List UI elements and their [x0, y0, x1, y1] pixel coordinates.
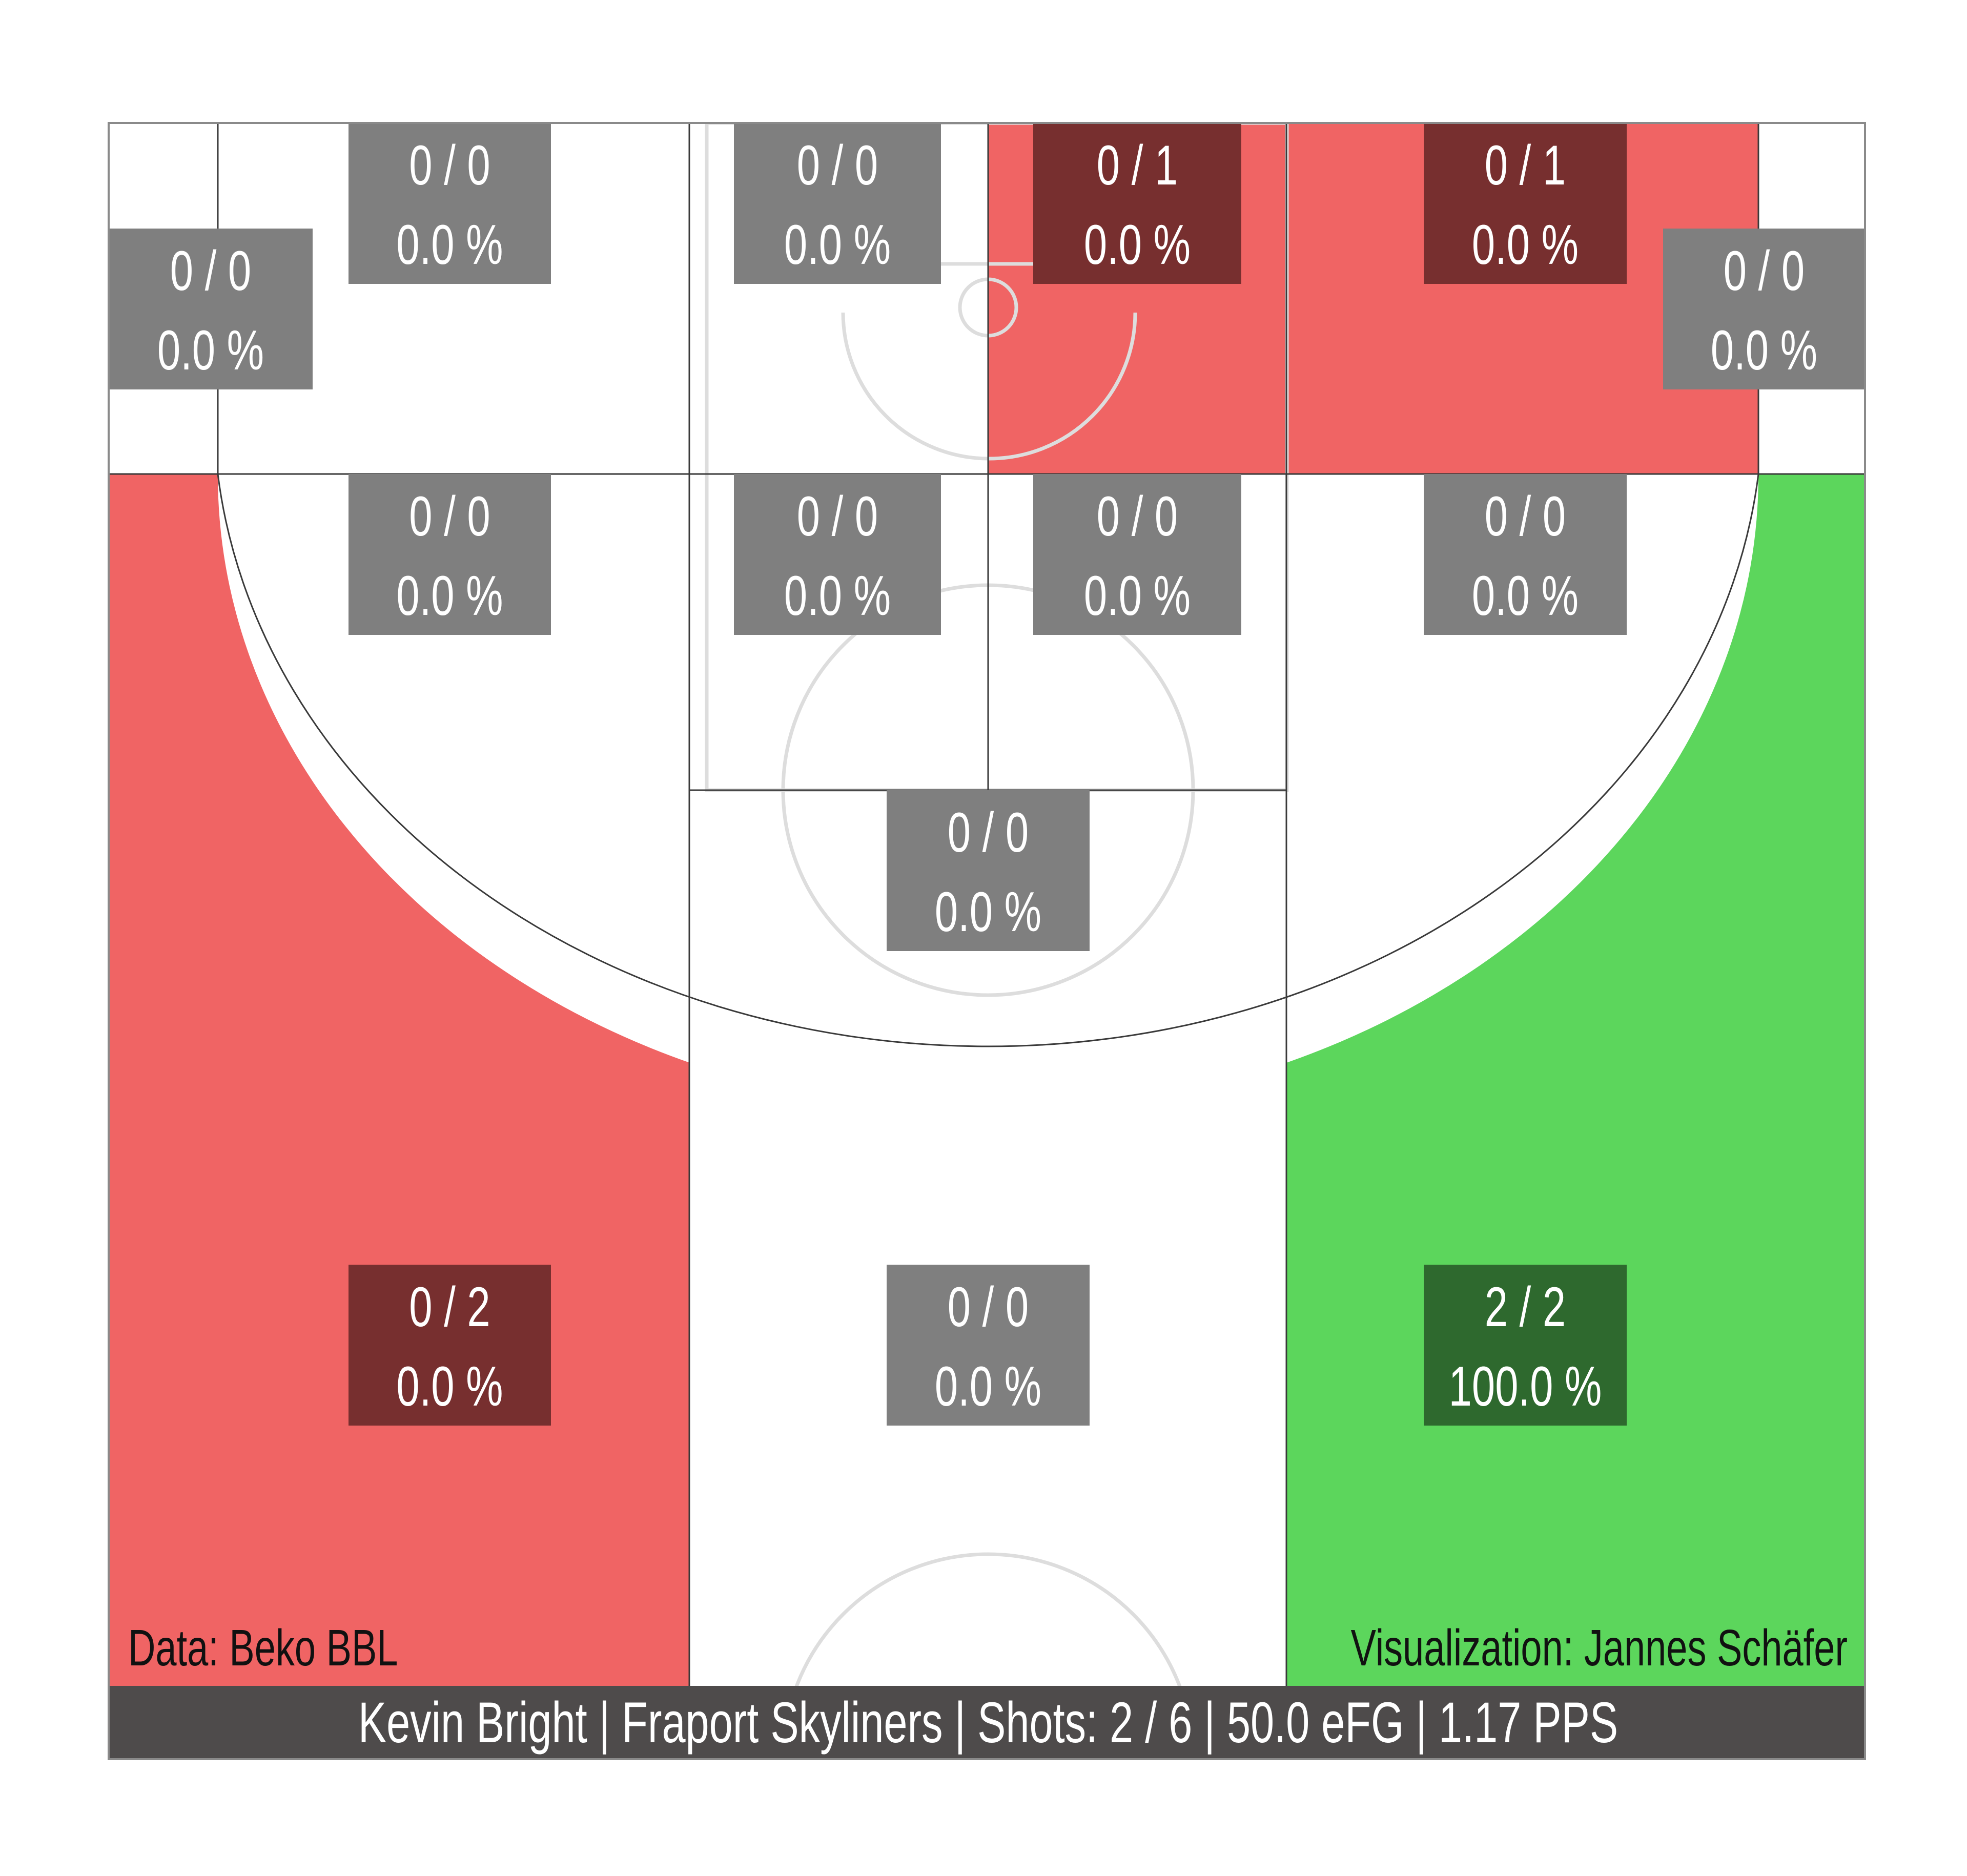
zone-percentage: 0.0 % [784, 564, 891, 627]
zone-label-paint-right-baseline: 0 / 1 0.0 % [1033, 123, 1241, 284]
chart-footer: Data: Beko BBL Visualization: Jannes Sch… [109, 1619, 1865, 1759]
zone-labels: 0 / 0 0.0 % 0 / 0 0.0 % 0 / 0 0.0 % 0 / 1 0.0 %… [109, 123, 1865, 1426]
zone-label-paint-left-upper: 0 / 0 0.0 % [734, 474, 941, 635]
zone-label-three-left-wing: 0 / 2 0.0 % [349, 1265, 551, 1426]
zone-label-mid-right-baseline: 0 / 1 0.0 % [1424, 123, 1627, 284]
zone-percentage: 0.0 % [1084, 213, 1191, 276]
zone-percentage: 0.0 % [157, 318, 264, 382]
zone-label-box [349, 1265, 551, 1426]
zone-mid-right-wing [1286, 474, 1759, 1063]
zone-percentage: 0.0 % [396, 564, 503, 627]
zone-label-mid-top: 0 / 0 0.0 % [887, 790, 1090, 951]
zone-made-attempts: 0 / 0 [797, 133, 878, 197]
zone-made-attempts: 0 / 1 [1097, 133, 1178, 197]
zone-label-box [1424, 1265, 1627, 1426]
zone-made-attempts: 0 / 0 [170, 239, 251, 302]
zone-label-paint-right-upper: 0 / 0 0.0 % [1033, 474, 1241, 635]
zone-label-corner-right: 0 / 0 0.0 % [1663, 229, 1865, 389]
zone-percentage: 0.0 % [935, 1354, 1041, 1418]
zone-label-box [1663, 229, 1865, 389]
zone-percentage: 100.0 % [1449, 1354, 1602, 1418]
summary-text: Kevin Bright | Fraport Skyliners | Shots… [358, 1691, 1618, 1755]
zone-percentage: 0.0 % [935, 880, 1041, 943]
zone-label-box [887, 1265, 1090, 1426]
zone-percentage: 0.0 % [1472, 564, 1579, 627]
zone-percentage: 0.0 % [396, 213, 503, 276]
zone-label-box [887, 790, 1090, 951]
zone-label-box [349, 123, 551, 284]
zone-made-attempts: 0 / 2 [409, 1275, 490, 1338]
zone-mid-left-baseline [218, 123, 689, 474]
zone-label-three-top: 0 / 0 0.0 % [887, 1265, 1090, 1426]
chart-frame [108, 122, 1866, 1760]
zone-label-three-right-wing: 2 / 2 100.0 % [1424, 1265, 1627, 1426]
zone-label-box [1424, 123, 1627, 284]
restricted-area-arc [841, 312, 1137, 461]
zone-made-attempts: 0 / 0 [1097, 484, 1178, 548]
zone-label-box [1033, 123, 1241, 284]
zone-label-mid-left-wing: 0 / 0 0.0 % [349, 474, 551, 635]
zone-label-mid-left-baseline: 0 / 0 0.0 % [349, 123, 551, 284]
zone-label-box [349, 474, 551, 635]
zone-made-attempts: 0 / 0 [409, 484, 490, 548]
zone-label-box [109, 229, 313, 389]
three-point-arc [217, 473, 1759, 1047]
zone-label-box [1424, 474, 1627, 635]
visualization-credit: Visualization: Jannes Schäfer [1351, 1619, 1848, 1677]
zone-percentage: 0.0 % [1711, 318, 1817, 382]
zone-made-attempts: 0 / 0 [797, 484, 878, 548]
zone-label-box [734, 123, 941, 284]
zone-made-attempts: 0 / 1 [1485, 133, 1566, 197]
summary-bar [109, 1686, 1865, 1759]
zone-mid-right-baseline [1286, 123, 1758, 474]
zone-made-attempts: 0 / 0 [409, 133, 490, 197]
zone-percentage: 0.0 % [396, 1354, 503, 1418]
zone-label-box [1033, 474, 1241, 635]
zone-made-attempts: 0 / 0 [1724, 239, 1805, 302]
zone-label-box [734, 474, 941, 635]
zone-made-attempts: 2 / 2 [1485, 1275, 1566, 1338]
zone-label-corner-left: 0 / 0 0.0 % [109, 229, 313, 389]
zone-percentage: 0.0 % [1472, 213, 1579, 276]
zone-made-attempts: 0 / 0 [1485, 484, 1566, 548]
zone-percentage: 0.0 % [1084, 564, 1191, 627]
zone-made-attempts: 0 / 0 [948, 1275, 1029, 1338]
data-source: Data: Beko BBL [128, 1619, 398, 1677]
zone-label-mid-right-wing: 0 / 0 0.0 % [1424, 474, 1627, 635]
zone-mid-left-wing [217, 474, 690, 1063]
zone-percentage: 0.0 % [784, 213, 891, 276]
zone-label-paint-left-baseline: 0 / 0 0.0 % [734, 123, 941, 284]
zone-made-attempts: 0 / 0 [948, 800, 1029, 864]
center-circle [781, 1552, 1195, 1759]
